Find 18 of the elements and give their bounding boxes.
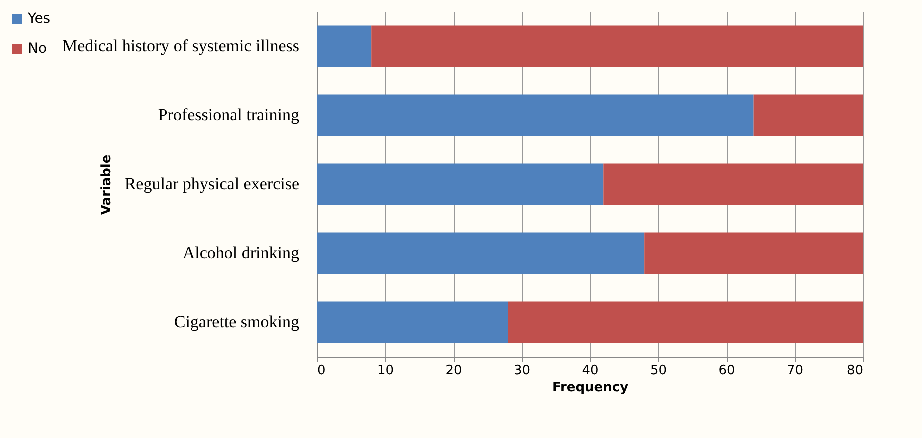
y-tick-label: Professional training — [158, 106, 300, 124]
y-tick-label: Regular physical exercise — [124, 174, 300, 194]
x-axis-title: Frequency — [552, 380, 630, 396]
x-tick-label: 60 — [718, 364, 736, 378]
y-axis-title: Variable — [100, 154, 114, 216]
x-tick-label: 0 — [318, 364, 326, 378]
y-tick-label: Cigarette smoking — [174, 312, 300, 332]
x-tick-label: 40 — [582, 364, 599, 378]
legend-label: No — [28, 41, 48, 57]
x-tick-label: 50 — [650, 364, 668, 378]
x-tick-label: 30 — [514, 364, 531, 378]
x-tick-label: 80 — [846, 364, 864, 378]
x-tick-label: 70 — [786, 364, 804, 378]
x-tick-label: 20 — [446, 364, 462, 378]
y-tick-label: Medical history of systemic illness — [62, 36, 300, 56]
y-tick-label: Alcohol drinking — [182, 244, 300, 262]
x-tick-label: 10 — [377, 364, 394, 378]
legend-label: Yes — [27, 11, 51, 27]
